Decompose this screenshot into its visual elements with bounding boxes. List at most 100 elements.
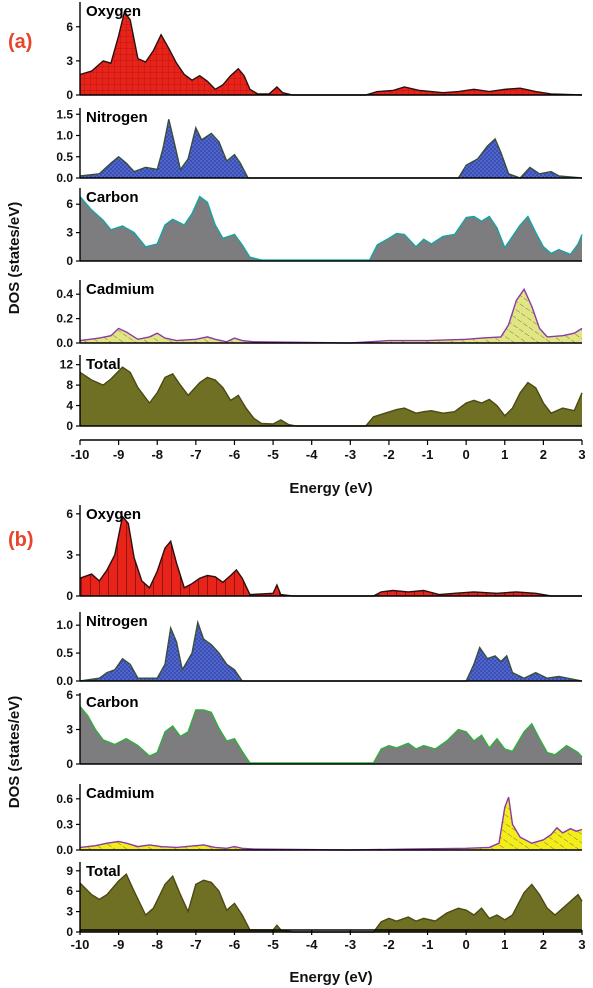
y-tick-label: 12 [60, 358, 74, 372]
x-tick-label: -1 [422, 447, 434, 462]
y-tick-label: 8 [66, 378, 73, 392]
series-label: Total [86, 863, 121, 880]
y-tick-label: 6 [66, 197, 73, 211]
x-tick-label: 3 [578, 447, 585, 462]
dos-line-carbon [79, 706, 583, 764]
subplot-total: 0 3 6 9 Total [66, 862, 583, 939]
x-axis-label: Energy (eV) [289, 969, 372, 986]
y-tick-label: 1.0 [56, 618, 73, 632]
subplot-total: 0 4 8 12 Total [60, 355, 583, 433]
x-tick-label: -1 [422, 937, 434, 952]
panel-letter: (a) [8, 31, 32, 53]
x-tick-label: -4 [306, 447, 318, 462]
y-tick-label: 0 [66, 419, 73, 433]
x-tick-label: -6 [229, 447, 241, 462]
dos-line-oxygen [79, 515, 582, 597]
subplot-cadmium: 0.0 0.2 0.4 Cadmium [56, 280, 583, 350]
y-tick-label: 0 [66, 757, 73, 771]
subplot-oxygen: 0 3 6 Oxygen [66, 2, 583, 102]
dos-line-nitrogen [79, 119, 583, 179]
dos-area-total [80, 874, 582, 932]
y-tick-label: 0.4 [56, 287, 73, 301]
dos-line-nitrogen [79, 619, 583, 682]
x-tick-label: -2 [383, 937, 395, 952]
x-tick-label: -8 [151, 447, 163, 462]
subplot-nitrogen: 0.0 0.5 1.0 Nitrogen [56, 612, 583, 688]
y-tick-label: 3 [66, 548, 73, 562]
x-tick-label: 1 [501, 937, 508, 952]
dos-area-carbon [80, 196, 582, 261]
series-label: Oxygen [86, 506, 141, 523]
series-label: Cadmium [86, 785, 154, 802]
x-axis-label: Energy (eV) [289, 480, 372, 497]
y-tick-label: 0 [66, 254, 73, 268]
dos-area-total [80, 367, 582, 426]
y-tick-label: 0.0 [56, 843, 73, 857]
dos-line-cadmium [79, 287, 583, 344]
dos-pattern-nitrogen [80, 622, 582, 681]
x-tick-label: -5 [267, 447, 279, 462]
subplot-cadmium: 0.0 0.3 0.6 Cadmium [56, 784, 583, 857]
y-tick-label: 0.5 [56, 646, 73, 660]
x-tick-label: -2 [383, 447, 395, 462]
y-tick-label: 1.5 [56, 107, 73, 121]
x-tick-label: 1 [501, 447, 508, 462]
x-tick-label: 3 [578, 937, 585, 952]
y-tick-label: 3 [66, 54, 73, 68]
x-tick-label: -7 [190, 937, 202, 952]
y-tick-label: 6 [66, 688, 73, 702]
y-tick-label: 3 [66, 226, 73, 240]
series-label: Total [86, 356, 121, 373]
y-tick-label: 4 [66, 399, 73, 413]
subplot-nitrogen: 0.0 0.5 1.0 1.5 Nitrogen [56, 107, 583, 185]
dos-pattern-nitrogen [80, 119, 582, 178]
y-tick-label: 0 [66, 925, 73, 939]
x-tick-label: 2 [540, 937, 547, 952]
dos-line-oxygen [79, 10, 583, 96]
x-tick-label: -5 [267, 937, 279, 952]
figure-a: (a) 0 3 6 Oxygen 0.0 0.5 1.0 1.5 Nitrogen 0 3 6 Carbo… [6, 2, 586, 497]
y-tick-label: 0.3 [56, 817, 73, 831]
y-tick-label: 0 [66, 88, 73, 102]
x-tick-label: -10 [71, 937, 90, 952]
y-tick-label: 9 [66, 864, 73, 878]
dos-line-carbon [79, 195, 583, 261]
x-tick-label: 0 [463, 447, 470, 462]
panel-letter: (b) [8, 529, 34, 551]
y-tick-label: 3 [66, 905, 73, 919]
x-tick-label: -4 [306, 937, 318, 952]
x-axis: -10 -9 -8 -7 -6 -5 -4 -3 -2 -1 0 1 2 3 [71, 929, 586, 952]
y-tick-label: 0.0 [56, 674, 73, 688]
y-tick-label: 0.5 [56, 150, 73, 164]
series-label: Carbon [86, 694, 139, 711]
x-tick-label: -3 [345, 447, 357, 462]
x-tick-label: -8 [151, 937, 163, 952]
dos-pattern-oxygen [80, 12, 582, 95]
x-tick-label: -7 [190, 447, 202, 462]
y-tick-label: 0.0 [56, 336, 73, 350]
series-label: Nitrogen [86, 109, 148, 126]
x-tick-label: 0 [463, 937, 470, 952]
y-tick-label: 6 [66, 884, 73, 898]
x-axis: -10 -9 -8 -7 -6 -5 -4 -3 -2 -1 0 1 2 3 [71, 439, 586, 462]
series-label: Oxygen [86, 3, 141, 20]
y-axis-label: DOS (states/eV) [6, 202, 23, 315]
y-tick-label: 1.0 [56, 129, 73, 143]
dos-pattern-cadmium [80, 797, 582, 850]
subplot-carbon: 0 3 6 Carbon [66, 188, 583, 268]
y-axis-label: DOS (states/eV) [6, 696, 23, 809]
y-tick-label: 6 [66, 20, 73, 34]
subplot-carbon: 0 3 6 Carbon [66, 688, 583, 771]
x-tick-label: -10 [71, 447, 90, 462]
y-tick-label: 0.6 [56, 792, 73, 806]
y-tick-label: 0.2 [56, 312, 73, 326]
y-tick-label: 0.0 [56, 171, 73, 185]
dos-pattern-oxygen [80, 516, 582, 596]
y-tick-label: 6 [66, 507, 73, 521]
y-tick-label: 3 [66, 723, 73, 737]
x-tick-label: -3 [345, 937, 357, 952]
x-tick-label: -9 [113, 937, 125, 952]
series-label: Cadmium [86, 281, 154, 298]
subplot-oxygen: 0 3 6 Oxygen [66, 505, 582, 603]
